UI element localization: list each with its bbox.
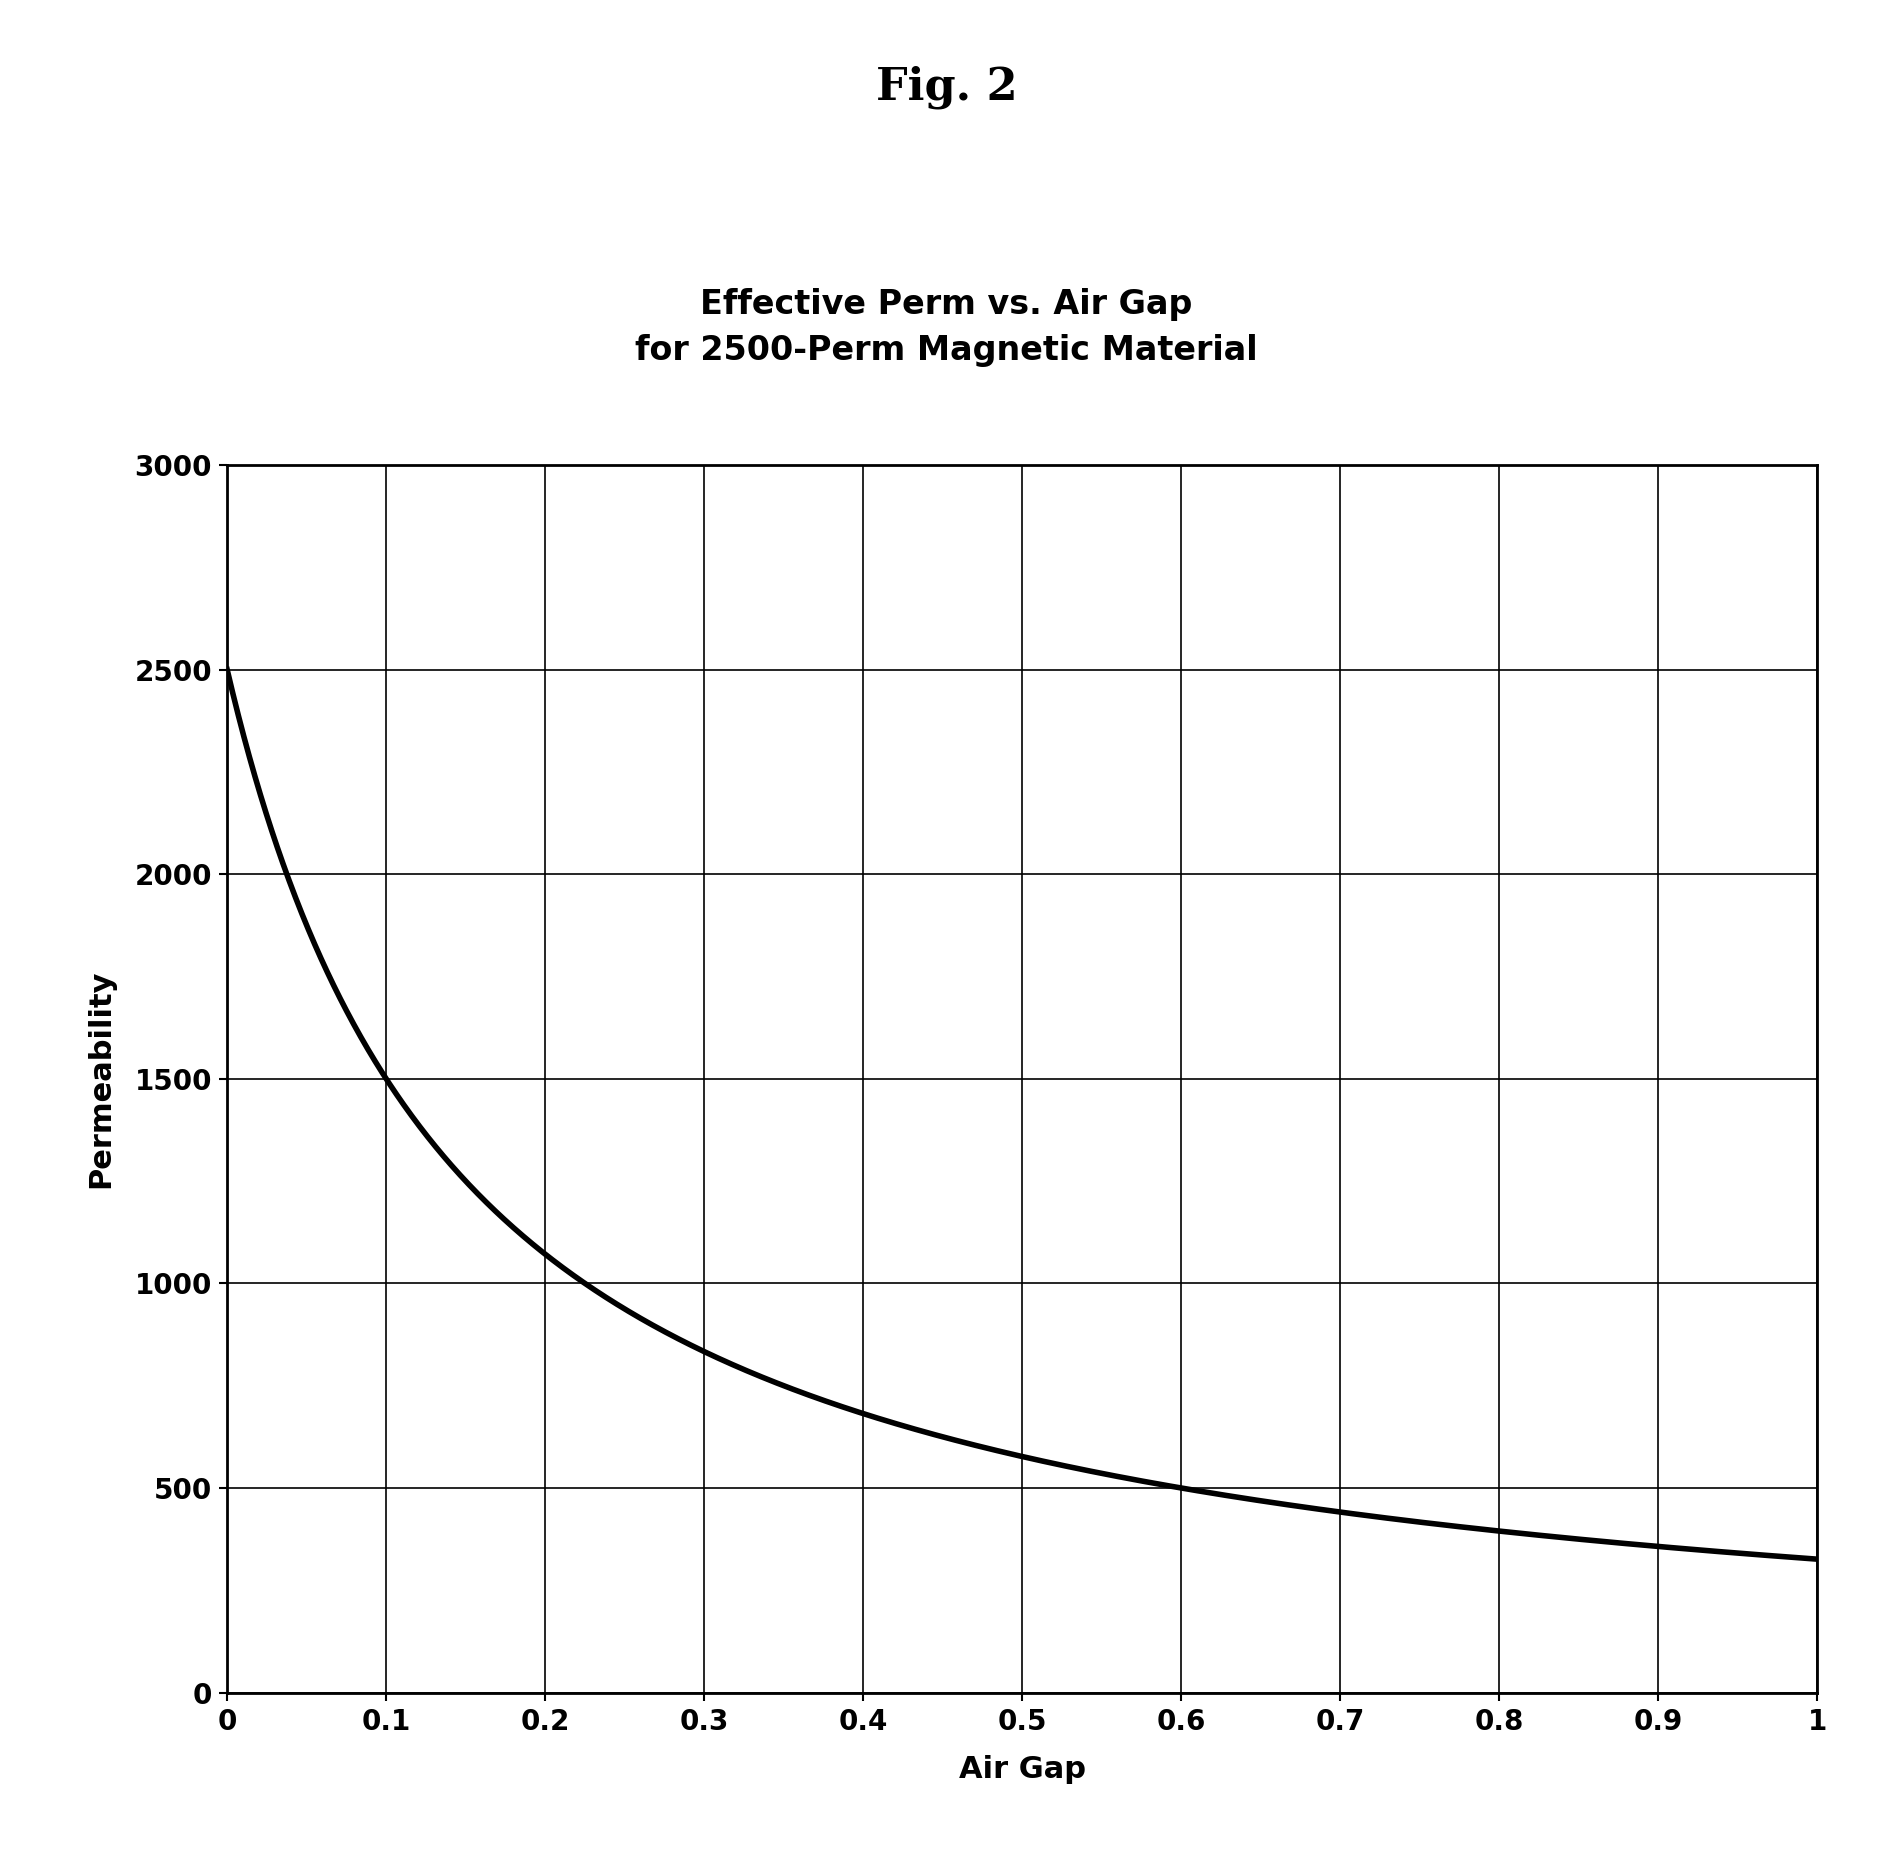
- Text: Effective Perm vs. Air Gap
for 2500-Perm Magnetic Material: Effective Perm vs. Air Gap for 2500-Perm…: [636, 288, 1257, 366]
- Text: Fig. 2: Fig. 2: [876, 65, 1017, 108]
- Y-axis label: Permeability: Permeability: [85, 969, 115, 1189]
- X-axis label: Air Gap: Air Gap: [958, 1756, 1087, 1784]
